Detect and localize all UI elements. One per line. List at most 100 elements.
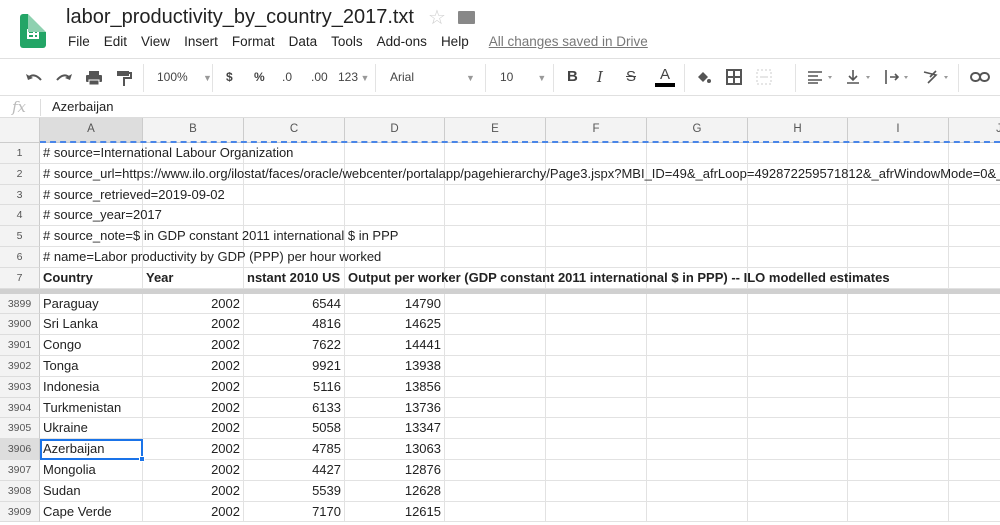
cell[interactable] <box>748 418 848 440</box>
formula-input[interactable]: Azerbaijan <box>52 99 114 114</box>
header-cell[interactable]: Output per worker (GDP constant 2011 int… <box>348 269 890 285</box>
value-cell[interactable]: 14625 <box>345 314 445 336</box>
row-header[interactable]: 3909 <box>0 501 40 523</box>
cell[interactable] <box>848 418 949 440</box>
cell[interactable] <box>546 418 647 440</box>
merge-cells-icon[interactable] <box>756 69 772 85</box>
cell[interactable] <box>445 397 546 419</box>
cell[interactable] <box>949 418 1000 440</box>
cell[interactable] <box>40 184 143 206</box>
cell[interactable] <box>244 247 345 268</box>
cell[interactable] <box>445 226 546 247</box>
cell[interactable] <box>949 205 1000 227</box>
cell[interactable] <box>848 247 949 268</box>
cell[interactable] <box>546 439 647 460</box>
value-cell[interactable]: 12628 <box>345 480 445 502</box>
cell[interactable] <box>546 163 647 185</box>
folder-icon[interactable] <box>457 11 475 24</box>
cell[interactable] <box>949 356 1000 377</box>
increase-decimal-button[interactable]: .00 <box>311 70 328 84</box>
year-cell[interactable]: 2002 <box>143 480 244 502</box>
row-header[interactable]: 4 <box>0 205 40 227</box>
header-cell[interactable]: nstant 2010 US $ <box>244 267 345 289</box>
cell[interactable] <box>40 247 143 268</box>
cell[interactable] <box>546 184 647 206</box>
country-cell[interactable]: Sri Lanka <box>40 314 143 336</box>
cell[interactable] <box>345 226 445 247</box>
value-cell[interactable]: 6544 <box>244 293 345 315</box>
cell[interactable] <box>647 439 748 460</box>
cell[interactable] <box>546 267 647 289</box>
select-all-corner[interactable] <box>0 118 40 143</box>
cell[interactable] <box>445 314 546 336</box>
cell[interactable] <box>143 226 244 247</box>
metadata-cell[interactable]: # name=Labor productivity by GDP (PPP) p… <box>43 249 382 264</box>
cell[interactable] <box>748 143 848 164</box>
cell[interactable] <box>748 314 848 336</box>
cell[interactable] <box>949 377 1000 398</box>
cell[interactable] <box>748 226 848 247</box>
vertical-align-icon[interactable] <box>846 69 872 85</box>
year-cell[interactable]: 2002 <box>143 335 244 356</box>
cell[interactable] <box>848 293 949 315</box>
value-cell[interactable]: 13736 <box>345 397 445 419</box>
zoom-select[interactable]: 100% ▼ <box>157 70 212 84</box>
cell[interactable] <box>546 293 647 315</box>
cell[interactable] <box>848 335 949 356</box>
cell[interactable] <box>546 335 647 356</box>
fill-color-icon[interactable] <box>695 69 711 85</box>
cell[interactable] <box>445 480 546 502</box>
column-header-J[interactable]: J <box>949 118 1000 143</box>
cell[interactable] <box>244 205 345 227</box>
bold-button[interactable]: B <box>567 68 578 85</box>
cell[interactable] <box>445 376 546 398</box>
cell[interactable] <box>546 460 647 481</box>
header-cell[interactable]: Year <box>143 267 244 289</box>
undo-icon[interactable] <box>25 71 43 85</box>
paint-format-icon[interactable] <box>116 70 132 87</box>
menu-insert[interactable]: Insert <box>184 34 218 49</box>
cell[interactable] <box>546 205 647 227</box>
column-header-G[interactable]: G <box>647 118 748 143</box>
cell[interactable] <box>40 226 143 247</box>
frozen-rows-divider[interactable] <box>0 288 1000 294</box>
menu-tools[interactable]: Tools <box>331 34 363 49</box>
cell[interactable] <box>546 226 647 247</box>
print-icon[interactable] <box>85 70 103 86</box>
more-formats-button[interactable]: 123 ▼ <box>338 70 370 84</box>
sheets-logo[interactable] <box>20 14 46 48</box>
cell[interactable] <box>647 335 748 356</box>
menu-file[interactable]: File <box>68 34 90 49</box>
cell[interactable] <box>445 356 546 377</box>
cell[interactable] <box>445 335 546 356</box>
percent-button[interactable]: % <box>254 70 265 84</box>
cell[interactable] <box>345 163 445 185</box>
cell[interactable] <box>647 184 748 206</box>
borders-icon[interactable] <box>726 69 742 85</box>
row-header[interactable]: 3900 <box>0 314 40 336</box>
cell[interactable] <box>748 376 848 398</box>
row-header[interactable]: 3907 <box>0 460 40 481</box>
row-header[interactable]: 3903 <box>0 376 40 398</box>
row-header[interactable]: 1 <box>0 143 40 164</box>
year-cell[interactable]: 2002 <box>143 501 244 523</box>
metadata-cell[interactable]: # source=International Labour Organizati… <box>43 145 294 160</box>
cell[interactable] <box>445 267 546 289</box>
country-cell[interactable]: Cape Verde <box>40 501 143 523</box>
value-cell[interactable]: 14441 <box>345 335 445 356</box>
value-cell[interactable]: 14790 <box>345 293 445 315</box>
cell[interactable] <box>647 376 748 398</box>
value-cell[interactable]: 9921 <box>244 356 345 377</box>
cell[interactable] <box>848 439 949 460</box>
year-cell[interactable]: 2002 <box>143 460 244 481</box>
cell[interactable] <box>647 356 748 377</box>
row-header[interactable]: 6 <box>0 247 40 268</box>
cell[interactable] <box>949 294 1000 315</box>
country-cell[interactable]: Tonga <box>40 356 143 377</box>
value-cell[interactable]: 13347 <box>345 418 445 440</box>
cell[interactable] <box>546 480 647 502</box>
row-header[interactable]: 3902 <box>0 356 40 377</box>
cell[interactable] <box>848 205 949 227</box>
cell[interactable] <box>848 314 949 336</box>
menu-format[interactable]: Format <box>231 34 275 49</box>
